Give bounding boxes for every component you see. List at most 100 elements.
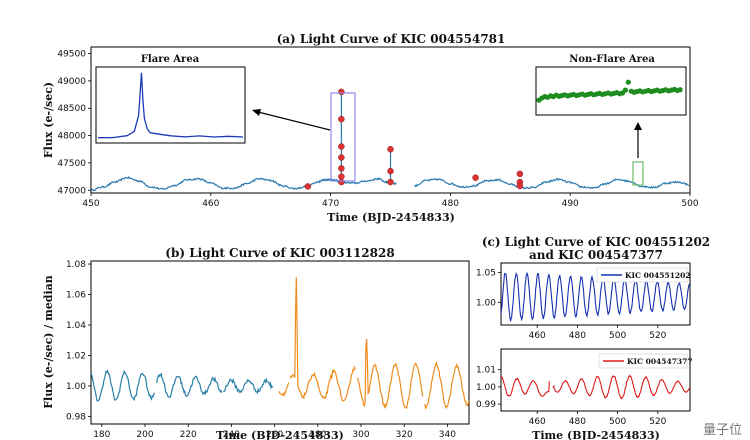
panel-c-bottom-xtick-label: 520	[649, 417, 666, 427]
inset-nonflare-point	[625, 79, 631, 85]
panel-c-title-line2: and KIC 004547377	[529, 248, 663, 262]
watermark: 量子位	[703, 423, 742, 438]
panel-c: (c) Light Curve of KIC 004551202 and KIC…	[476, 235, 710, 440]
panel-a-flare-point	[338, 154, 345, 161]
panel-b-title: (b) Light Curve of KIC 003112828	[165, 246, 394, 260]
panel-c-bottom-ytick-label: 1.00	[476, 383, 496, 393]
panel-c-top-xtick-label: 500	[609, 331, 626, 341]
inset-nonflare-points	[536, 79, 683, 103]
panel-c-top-xtick-label: 480	[569, 331, 586, 341]
panel-c-bottom-ytick-label: 0.99	[476, 400, 496, 410]
panel-a-flare-point	[472, 174, 479, 181]
inset-flare-title: Flare Area	[141, 54, 200, 65]
panel-a-xtick-label: 490	[562, 199, 579, 209]
panel-a-axes: 450 460 470 480 490 500 47000 47500 48000 48500 49…	[57, 50, 698, 209]
panel-c-top-ytick-label: 1.00	[476, 298, 496, 308]
panel-a-ytick-label: 49500	[57, 50, 86, 60]
panel-a-flare-point	[338, 143, 345, 150]
panel-c-top-line	[500, 271, 691, 322]
panel-c-bottom-frame	[500, 348, 691, 412]
panel-a-ytick-label: 47000	[57, 186, 86, 196]
panel-a-xtick-label: 460	[202, 199, 219, 209]
panel-a-ytick-label: 49000	[57, 77, 86, 87]
panel-a-series-segment	[90, 175, 397, 192]
panel-c-top-frame	[500, 262, 691, 326]
panel-a-xtick-label: 500	[681, 199, 698, 209]
panel-b-ytick-label: 1.04	[66, 321, 86, 331]
panel-b-series-0	[90, 369, 273, 402]
panel-a-xtick-label: 480	[442, 199, 459, 209]
panel-a-flare-points	[304, 88, 524, 190]
panel-a-ytick-label: 48500	[57, 104, 86, 114]
panel-a-series-segment	[414, 177, 690, 190]
inset-flare-series	[97, 72, 244, 139]
non-flare-arrow-head	[634, 122, 642, 130]
panel-a-flare-point	[338, 115, 345, 123]
panel-a-xtick-label: 470	[322, 199, 339, 209]
non-flare-highlight-box	[632, 161, 644, 186]
inset-flare-line	[97, 72, 244, 139]
panel-c-series-top	[500, 271, 691, 322]
panel-c-top-xtick-label: 520	[649, 331, 666, 341]
panel-c-bottom-xtick-label: 500	[609, 417, 626, 427]
legend-bottom-label: KIC 004547377	[627, 357, 693, 366]
panel-a-flare-point	[387, 167, 394, 175]
panel-b-xtick-label: 220	[180, 430, 197, 440]
panel-b-ytick-label: 1.02	[66, 351, 86, 361]
panel-b-xtick-label: 280	[309, 430, 326, 440]
panel-b-xtick-label: 340	[439, 430, 456, 440]
panel-c-bottom-xtick-label: 460	[529, 417, 546, 427]
panel-c-xlabel: Time (BJD-2454833)	[532, 429, 660, 440]
panel-b-frame	[90, 260, 470, 425]
panel-c-top-ytick-label: 1.05	[476, 269, 496, 279]
panel-a-flare-point	[338, 88, 345, 96]
panel-a-ytick-label: 48000	[57, 132, 86, 142]
panel-a-ytick-label: 47500	[57, 159, 86, 169]
panel-a-flare-point	[338, 173, 345, 180]
inset-flare-frame	[95, 66, 246, 144]
panel-b-xlabel: Time (BJD-2454833)	[216, 429, 344, 440]
panel-c-top-axes: 460 480 500 520 1.00 1.05	[476, 269, 667, 341]
panel-b-ylabel: Flux (e-/sec) / median	[42, 275, 55, 409]
panel-b-series-1	[278, 277, 470, 410]
panel-b-xtick-label: 200	[136, 430, 153, 440]
panel-a-flare-point	[304, 183, 312, 190]
panel-b-xtick-label: 240	[223, 430, 240, 440]
flare-arrow-head	[252, 109, 261, 116]
panel-b-lines	[90, 277, 470, 410]
panel-a-frame	[90, 46, 691, 194]
inset-nonflare-point	[677, 87, 683, 93]
flare-arrow	[257, 111, 331, 131]
panel-a-ylabel: Flux (e-/sec)	[42, 82, 55, 158]
panel-a-flare-point	[387, 146, 394, 153]
panel-a-title: (a) Light Curve of KIC 004554781	[277, 32, 506, 46]
panel-b-ytick-label: 1.08	[66, 260, 86, 270]
panel-b-xtick-label: 180	[93, 430, 110, 440]
panel-c-bottom-xtick-label: 480	[569, 417, 586, 427]
panel-a-flare-point	[516, 182, 524, 190]
panel-c-title-line1: (c) Light Curve of KIC 004551202	[482, 235, 710, 249]
panel-b-xtick-label: 300	[352, 430, 369, 440]
panel-b-xtick-label: 260	[266, 430, 283, 440]
panel-a-flare-point	[387, 178, 394, 186]
panel-b-ytick-label: 1.00	[66, 382, 86, 392]
panel-c-bottom-axes: 460 480 500 520 0.99 1.00 1.01	[476, 366, 667, 427]
legend-top-label: KIC 004551202	[625, 271, 691, 280]
legend-bottom-box	[598, 353, 688, 369]
panel-c-bottom-ytick-label: 1.01	[476, 366, 496, 376]
panel-a-flare-point	[338, 165, 345, 172]
panel-a-flare-point	[338, 178, 345, 186]
panel-a-xlabel: Time (BJD-2454833)	[327, 211, 455, 224]
flare-highlight-box	[330, 92, 356, 182]
legend-top-box	[596, 267, 688, 283]
panel-b-axes: 180 200 220 240 260 280 300 320 340 0.98 1.00 1.02 1…	[66, 260, 456, 440]
panel-b-ytick-label: 0.98	[66, 412, 86, 422]
panel-c-bottom-line	[500, 374, 691, 400]
panel-a: (a) Light Curve of KIC 004554781 450 460 4…	[42, 32, 699, 224]
panel-b-xtick-label: 320	[396, 430, 413, 440]
panel-c-top-xtick-label: 460	[529, 331, 546, 341]
panel-c-series-bottom	[500, 374, 691, 400]
panel-b: (b) Light Curve of KIC 003112828 180 200 2…	[42, 246, 470, 440]
inset-nonflare-title: Non-Flare Area	[569, 54, 655, 65]
